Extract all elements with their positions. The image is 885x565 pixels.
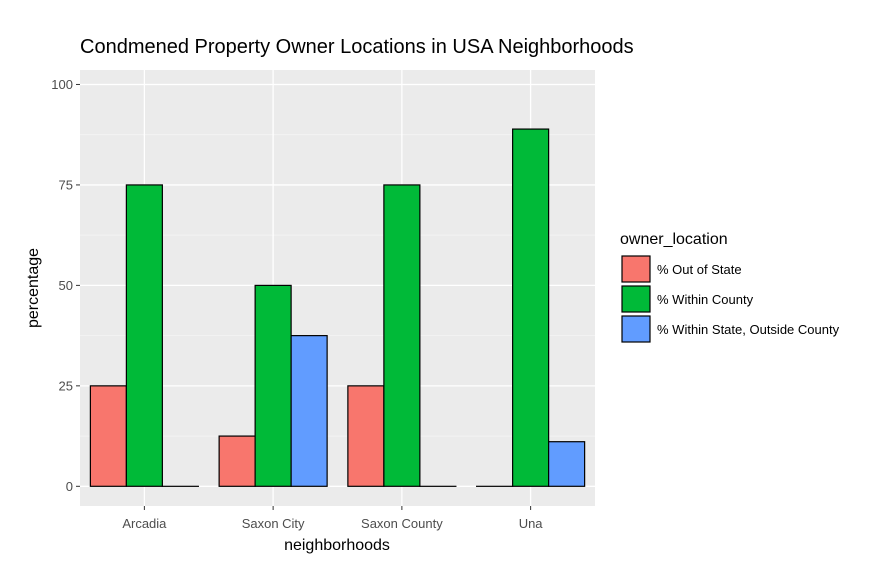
bar: [383, 184, 421, 487]
y-axis-ticks: 0 25 50 75 100: [51, 77, 80, 494]
bar: [218, 435, 256, 487]
y-tick-label: 0: [66, 479, 73, 494]
x-tick-label: Una: [519, 516, 544, 531]
y-tick-label: 25: [59, 378, 73, 393]
bar: [125, 184, 163, 487]
legend-title: owner_location: [620, 231, 728, 248]
legend-swatch: [621, 285, 651, 313]
bar: [512, 128, 550, 487]
x-axis-ticks: Arcadia Saxon City Saxon County Una: [122, 506, 543, 531]
x-tick-label: Saxon County: [361, 516, 443, 531]
legend-label: % Out of State: [657, 262, 742, 277]
legend-swatch: [621, 255, 651, 283]
y-axis-title: percentage: [25, 248, 42, 328]
legend-swatch: [621, 315, 651, 343]
legend-label: % Within County: [657, 292, 754, 307]
x-tick-label: Saxon City: [242, 516, 305, 531]
legend: owner_location % Out of State % Within Co…: [620, 231, 840, 343]
minor-gridlines: [80, 134, 595, 437]
legend-label: % Within State, Outside County: [657, 322, 840, 337]
bar: [347, 385, 385, 487]
bar: [89, 385, 127, 487]
bar: [290, 335, 328, 487]
bar: [548, 441, 586, 487]
x-axis-title: neighborhoods: [284, 537, 390, 554]
x-tick-label: Arcadia: [122, 516, 167, 531]
plot-panel: [80, 70, 595, 506]
y-tick-label: 50: [59, 278, 73, 293]
chart-title: Condmened Property Owner Locations in US…: [80, 36, 634, 58]
bar: [254, 284, 292, 487]
y-tick-label: 75: [59, 177, 73, 192]
y-tick-label: 100: [51, 77, 73, 92]
bars: [89, 128, 586, 487]
